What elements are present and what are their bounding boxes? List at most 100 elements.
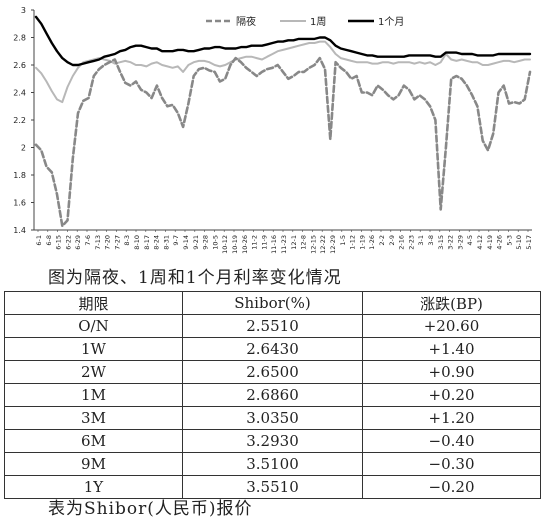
table-row: 6M 3.2930 −0.40 bbox=[4, 429, 541, 453]
x-tick-label: 2-16 bbox=[398, 235, 406, 250]
x-tick-label: 11-23 bbox=[280, 235, 288, 254]
cell-change: +1.20 bbox=[362, 406, 541, 430]
y-tick-label: 2.4 bbox=[13, 89, 26, 98]
x-tick-label: 8-17 bbox=[143, 235, 151, 250]
table-caption: 表为Shibor(人民币)报价 bbox=[48, 499, 253, 519]
x-tick-label: 7-20 bbox=[104, 235, 112, 250]
table-row: 1M 2.6860 +0.20 bbox=[4, 383, 541, 407]
cell-term: 9M bbox=[4, 452, 183, 476]
x-tick-label: 9-14 bbox=[182, 235, 190, 250]
cell-change: −0.30 bbox=[362, 452, 541, 476]
cell-shibor: 3.5510 bbox=[182, 475, 363, 499]
y-tick-label: 2.6 bbox=[13, 61, 26, 70]
x-tick-label: 12-8 bbox=[300, 235, 308, 250]
cell-term: 2W bbox=[4, 360, 183, 384]
header-term: 期限 bbox=[4, 291, 183, 315]
x-tick-label: 9-7 bbox=[172, 235, 180, 246]
x-tick-label: 10-12 bbox=[221, 235, 229, 254]
cell-shibor: 3.0350 bbox=[182, 406, 363, 430]
x-tick-label: 8-3 bbox=[123, 235, 131, 246]
x-tick-label: 8-31 bbox=[162, 235, 170, 250]
x-tick-label: 1-19 bbox=[358, 235, 366, 250]
chart-axes: 1.4 1.6 1.8 2 2.2 2.4 2.6 2.8 3 6-1 6-8 6-15 6-22 6-2… bbox=[13, 6, 533, 254]
cell-shibor: 3.5100 bbox=[182, 452, 363, 476]
cell-shibor: 2.6860 bbox=[182, 383, 363, 407]
x-tick-label: 10-26 bbox=[241, 235, 249, 254]
y-tick-label: 2 bbox=[21, 144, 26, 153]
series-line-2 bbox=[34, 15, 532, 67]
series-line-0 bbox=[34, 56, 532, 228]
x-tick-label: 8-10 bbox=[133, 235, 141, 250]
x-tick-label: 3-1 bbox=[417, 235, 425, 246]
x-tick-label: 12-1 bbox=[290, 235, 298, 250]
cell-term: 1W bbox=[4, 337, 183, 361]
x-tick-label: 2-9 bbox=[388, 235, 396, 246]
cell-shibor: 2.6430 bbox=[182, 337, 363, 361]
rate-chart: 1.4 1.6 1.8 2 2.2 2.4 2.6 2.8 3 6-1 6-8 6-15 6-22 6-2… bbox=[13, 6, 533, 254]
x-tick-label: 6-15 bbox=[55, 235, 63, 250]
cell-change: +0.90 bbox=[362, 360, 541, 384]
chart-series bbox=[34, 15, 532, 228]
cell-change: +20.60 bbox=[362, 314, 541, 338]
x-tick-label: 7-27 bbox=[113, 235, 121, 250]
x-tick-label: 9-28 bbox=[202, 235, 210, 250]
x-tick-label: 7-6 bbox=[84, 235, 92, 246]
x-tick-label: 6-1 bbox=[35, 235, 43, 246]
cell-term: 6M bbox=[4, 429, 183, 453]
table-row: 3M 3.0350 +1.20 bbox=[4, 406, 541, 430]
x-tick-label: 3-22 bbox=[447, 235, 455, 250]
x-tick-label: 10-5 bbox=[211, 235, 219, 250]
x-tick-label: 12-22 bbox=[319, 235, 327, 254]
x-tick-label: 4-12 bbox=[476, 235, 484, 250]
x-tick-label: 4-19 bbox=[486, 235, 494, 250]
x-tick-label: 3-15 bbox=[437, 235, 445, 250]
x-tick-label: 5-17 bbox=[525, 235, 533, 250]
x-tick-label: 12-15 bbox=[309, 235, 317, 254]
legend-label: 1个月 bbox=[378, 16, 404, 28]
x-tick-label: 6-29 bbox=[74, 235, 82, 250]
y-tick-label: 3 bbox=[21, 6, 26, 15]
table-row: 1Y 3.5510 −0.20 bbox=[4, 475, 541, 499]
header-change: 涨跌(BP) bbox=[362, 291, 541, 315]
table-row: 9M 3.5100 −0.30 bbox=[4, 452, 541, 476]
x-tick-label: 2-2 bbox=[378, 235, 386, 246]
x-tick-label: 4-26 bbox=[496, 235, 504, 250]
table-row: 2W 2.6500 +0.90 bbox=[4, 360, 541, 384]
shibor-table: 期限 Shibor(%) 涨跌(BP) O/N 2.5510 +20.60 1W 2.6… bbox=[4, 291, 541, 499]
legend-label: 隔夜 bbox=[236, 15, 256, 28]
x-tick-label: 3-8 bbox=[427, 235, 435, 246]
x-tick-label: 1-26 bbox=[368, 235, 376, 250]
legend-label: 1周 bbox=[310, 16, 326, 28]
x-tick-label: 5-10 bbox=[515, 235, 523, 250]
x-tick-label: 11-16 bbox=[270, 235, 278, 254]
x-tick-label: 11-9 bbox=[260, 235, 268, 250]
cell-shibor: 2.5510 bbox=[182, 314, 363, 338]
cell-term: 1Y bbox=[4, 475, 183, 499]
figure-caption: 图为隔夜、1周和1个月利率变化情况 bbox=[48, 268, 342, 288]
x-tick-label: 9-21 bbox=[192, 235, 200, 250]
x-tick-label: 8-24 bbox=[153, 235, 161, 250]
x-tick-label: 6-8 bbox=[45, 235, 53, 246]
y-tick-label: 1.6 bbox=[13, 199, 26, 208]
cell-term: 3M bbox=[4, 406, 183, 430]
x-tick-label: 6-22 bbox=[64, 235, 72, 250]
x-tick-label: 12-29 bbox=[329, 235, 337, 254]
cell-shibor: 2.6500 bbox=[182, 360, 363, 384]
cell-change: −0.20 bbox=[362, 475, 541, 499]
x-tick-label: 7-13 bbox=[94, 235, 102, 250]
y-tick-label: 2.8 bbox=[13, 34, 26, 43]
table-header-row: 期限 Shibor(%) 涨跌(BP) bbox=[4, 291, 541, 315]
x-tick-label: 4-5 bbox=[466, 235, 474, 246]
x-tick-label: 5-3 bbox=[505, 235, 513, 246]
cell-change: +1.40 bbox=[362, 337, 541, 361]
x-tick-label: 1-12 bbox=[349, 235, 357, 250]
cell-change: +0.20 bbox=[362, 383, 541, 407]
series-line-1 bbox=[35, 40, 531, 104]
y-tick-label: 1.4 bbox=[13, 226, 26, 235]
table-row: O/N 2.5510 +20.60 bbox=[4, 314, 541, 338]
x-tick-label: 10-19 bbox=[231, 235, 239, 254]
cell-shibor: 3.2930 bbox=[182, 429, 363, 453]
chart-legend: 隔夜 1周 1个月 bbox=[206, 15, 404, 28]
x-tick-label: 2-23 bbox=[407, 235, 415, 250]
y-tick-label: 1.8 bbox=[13, 171, 26, 180]
